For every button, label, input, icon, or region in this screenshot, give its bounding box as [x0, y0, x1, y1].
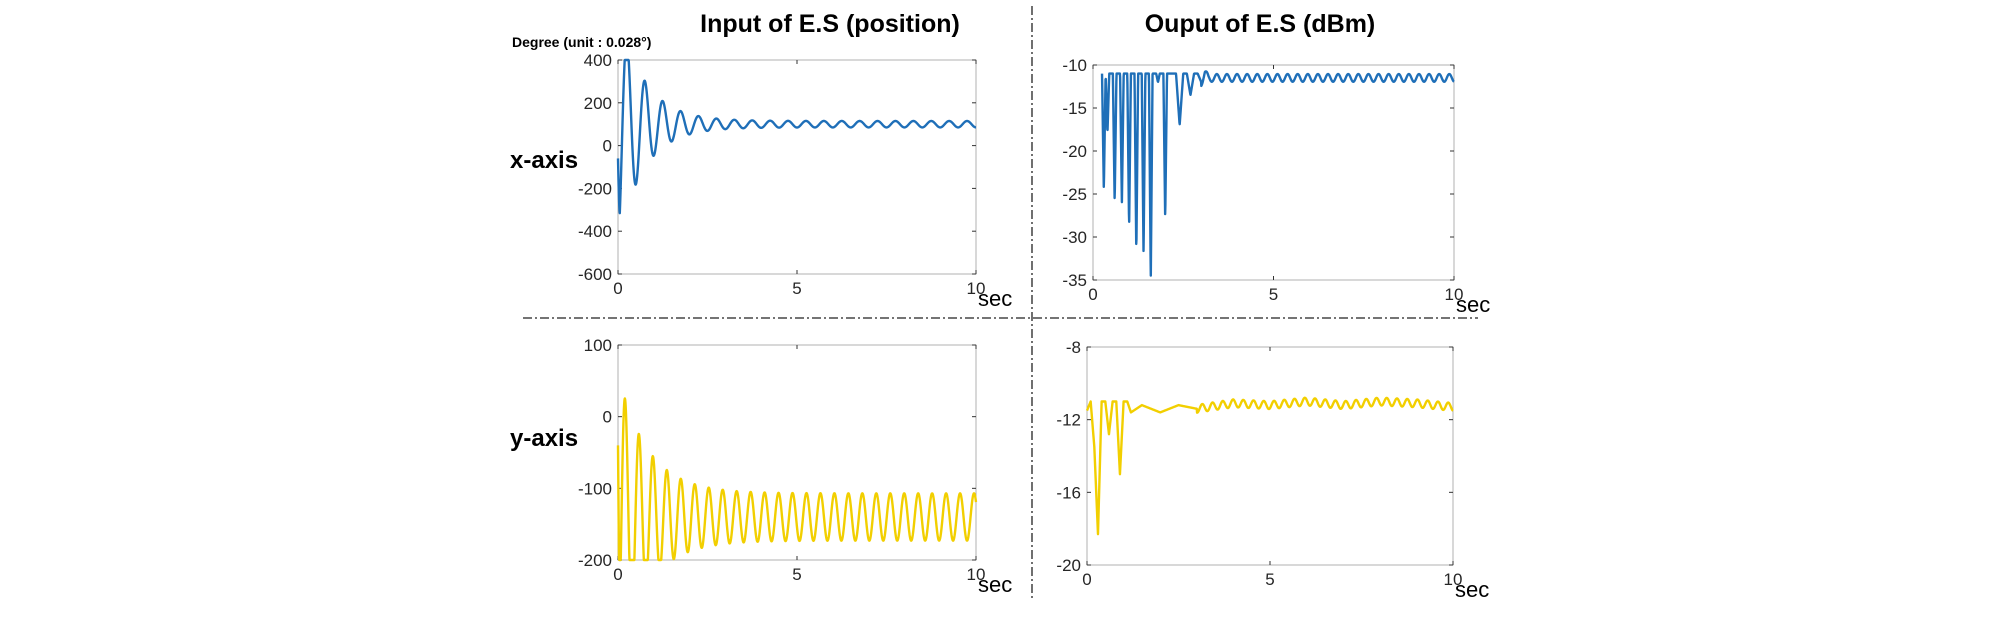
axes-box	[1092, 64, 1455, 281]
y-tick-label: -20	[1062, 142, 1087, 161]
series-line	[616, 58, 977, 215]
x-tick-label: 10	[967, 565, 986, 584]
x-tick-label: 5	[792, 565, 801, 584]
y-tick-label: 0	[603, 408, 612, 427]
x-tick-label: 5	[1265, 570, 1274, 589]
column-title-output: Ouput of E.S (dBm)	[1145, 10, 1376, 38]
row-label-y-axis: y-axis	[510, 425, 578, 452]
x-tick-label: 10	[1444, 570, 1463, 589]
y-tick-label: -400	[578, 222, 612, 241]
x-tick-label: 0	[1082, 570, 1091, 589]
series-line	[1100, 70, 1455, 277]
y-tick-label: -10	[1062, 56, 1087, 75]
axes-box	[617, 59, 977, 275]
column-title-input: Input of E.S (position)	[700, 10, 960, 38]
x-tick-label: 0	[613, 279, 622, 298]
x-tick-label: 10	[967, 279, 986, 298]
series-line	[616, 397, 978, 562]
x-tick-label: 5	[1269, 285, 1278, 304]
y-tick-label: -200	[578, 179, 612, 198]
axes-box	[1086, 346, 1454, 566]
x-tick-label: 0	[1088, 285, 1097, 304]
x-axis-label: sec	[978, 572, 1012, 597]
x-axis-label: sec	[1455, 577, 1489, 602]
y-tick-label: 0	[603, 137, 612, 156]
series-line	[1085, 396, 1454, 536]
x-axis-label: sec	[1456, 292, 1490, 317]
y-tick-label: 400	[584, 51, 612, 70]
y-tick-label: -16	[1056, 483, 1081, 502]
y-tick-label: -20	[1056, 556, 1081, 575]
y-tick-label: 100	[584, 336, 612, 355]
y-tick-label: -25	[1062, 185, 1087, 204]
y-unit-label: Degree (unit : 0.028°)	[512, 34, 651, 50]
y-tick-label: -15	[1062, 99, 1087, 118]
y-tick-label: -12	[1056, 411, 1081, 430]
x-tick-label: 10	[1445, 285, 1464, 304]
x-tick-label: 5	[792, 279, 801, 298]
y-tick-label: -35	[1062, 271, 1087, 290]
y-tick-label: -8	[1066, 338, 1081, 357]
y-tick-label: -30	[1062, 228, 1087, 247]
y-tick-label: 200	[584, 94, 612, 113]
x-axis-label: sec	[978, 286, 1012, 311]
y-tick-label: -100	[578, 479, 612, 498]
y-tick-label: -600	[578, 265, 612, 284]
row-label-x-axis: x-axis	[510, 147, 578, 174]
x-tick-label: 0	[613, 565, 622, 584]
y-tick-label: -200	[578, 551, 612, 570]
